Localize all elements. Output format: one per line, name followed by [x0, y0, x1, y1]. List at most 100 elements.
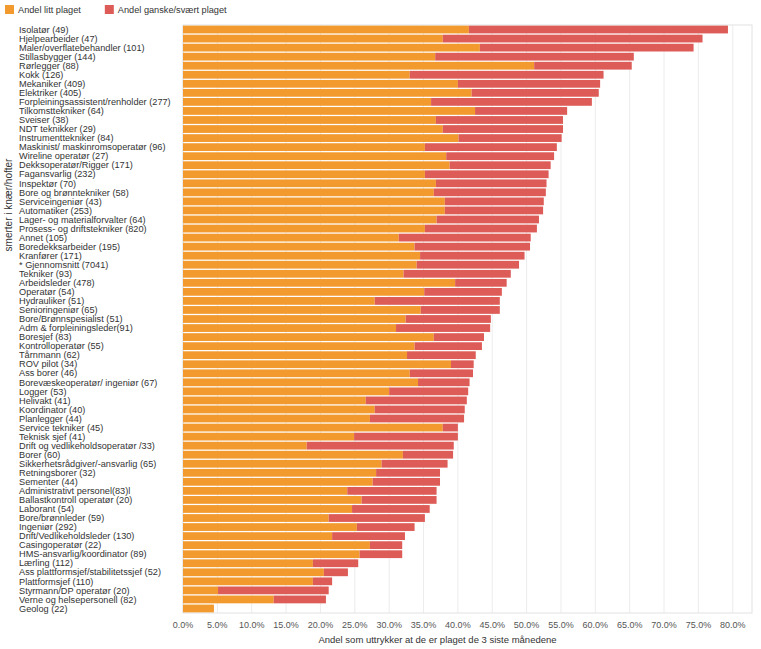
bar-segment	[183, 243, 415, 251]
bar-segment	[183, 586, 218, 594]
bar-segment	[329, 514, 425, 522]
bar-segment	[403, 451, 453, 459]
bar-segment	[183, 234, 399, 242]
bar-segment	[459, 134, 562, 142]
tick-label: 55.0%	[548, 620, 574, 630]
bar-segment	[534, 62, 632, 70]
bar-segment	[360, 550, 403, 558]
bar-segment	[415, 243, 530, 251]
bar-segment	[183, 279, 455, 287]
tick-label: 10.0%	[239, 620, 265, 630]
bar-segment	[183, 179, 436, 187]
bar-segment	[183, 125, 443, 133]
plot-frame	[183, 25, 752, 613]
bar-segment	[183, 252, 420, 260]
bar-segment	[354, 433, 458, 441]
bar-segment	[332, 532, 405, 540]
bar-segment	[183, 261, 417, 269]
bar-segment	[183, 152, 446, 160]
bar-segment	[183, 451, 403, 459]
bar-segment	[435, 53, 634, 61]
bar-segment	[434, 188, 546, 196]
bar-segment	[183, 35, 443, 43]
grid	[183, 25, 733, 613]
bar-segment	[183, 550, 360, 558]
bar-segment	[183, 315, 406, 323]
tick-label: 70.0%	[651, 620, 677, 630]
tick-label: 65.0%	[617, 620, 643, 630]
bar-segment	[480, 44, 694, 52]
bar-segment	[451, 360, 474, 368]
tick-label: 75.0%	[686, 620, 712, 630]
bar-segment	[396, 324, 490, 332]
bar-segment	[183, 360, 451, 368]
bar-segment	[357, 523, 415, 531]
bar-segment	[274, 596, 326, 604]
tick-label: 20.0%	[308, 620, 334, 630]
bar-segment	[218, 586, 329, 594]
bar-segment	[445, 207, 543, 215]
bar-segment	[458, 80, 600, 88]
bar-segment	[183, 270, 404, 278]
bar-segment	[469, 26, 728, 34]
bar-segment	[404, 270, 511, 278]
bar-segment	[183, 297, 375, 305]
bar-segment	[183, 44, 480, 52]
bar-segment	[436, 179, 547, 187]
tick-label: 15.0%	[273, 620, 299, 630]
chart: 0.0%5.0%10.0%15.0%20.0%25.0%30.0%35.0%40…	[0, 0, 761, 649]
bar-segment	[183, 225, 425, 233]
bar-segment	[406, 315, 491, 323]
bar-segment	[370, 541, 402, 549]
bar-segment	[455, 279, 507, 287]
bar-segment	[183, 568, 324, 576]
bar-segment	[183, 62, 534, 70]
tick-label: 0.0%	[173, 620, 194, 630]
bar-segment	[417, 261, 519, 269]
bar-segment	[183, 487, 347, 495]
bar-segment	[183, 469, 376, 477]
bar-segment	[183, 442, 307, 450]
bar-segment	[443, 35, 703, 43]
bar-segment	[183, 342, 415, 350]
tick-label: 30.0%	[376, 620, 402, 630]
bar-segment	[183, 577, 313, 585]
bar-segment	[410, 369, 473, 377]
bar-segment	[437, 216, 539, 224]
tick-label: 60.0%	[583, 620, 609, 630]
bar-segment	[183, 541, 370, 549]
category-label: Geolog (22)	[19, 604, 68, 614]
bar-segment	[443, 424, 458, 432]
bar-segment	[313, 559, 358, 567]
bar-segment	[370, 415, 464, 423]
legend-label: Andel litt plaget	[18, 5, 81, 15]
bar-segment	[425, 170, 549, 178]
bar-segment	[183, 324, 396, 332]
bar-segment	[424, 288, 502, 296]
grid-line	[595, 25, 596, 613]
bar-segment	[183, 496, 362, 504]
bar-segment	[183, 134, 459, 142]
bar-segment	[425, 225, 537, 233]
tick-label: 5.0%	[207, 620, 228, 630]
bar-segment	[366, 397, 467, 405]
bar-segment	[183, 161, 450, 169]
bar-segment	[183, 433, 354, 441]
bar-segment	[183, 188, 434, 196]
bar-segment	[389, 387, 468, 395]
bar-segment	[434, 333, 484, 341]
bar-segment	[443, 125, 563, 133]
bar-segment	[436, 116, 563, 124]
bar-segment	[183, 397, 366, 405]
bar-segment	[375, 297, 500, 305]
bar-segment	[352, 505, 430, 513]
grid-line	[698, 25, 699, 613]
bar-segment	[446, 152, 554, 160]
bar-segment	[415, 342, 482, 350]
x-axis-title: Andel som uttrykker at de er plaget de 3…	[318, 634, 556, 645]
bar-segment	[183, 378, 418, 386]
tick-label: 80.0%	[720, 620, 746, 630]
bar-segment	[375, 406, 465, 414]
tick-label: 25.0%	[342, 620, 368, 630]
tick-label: 45.0%	[479, 620, 505, 630]
